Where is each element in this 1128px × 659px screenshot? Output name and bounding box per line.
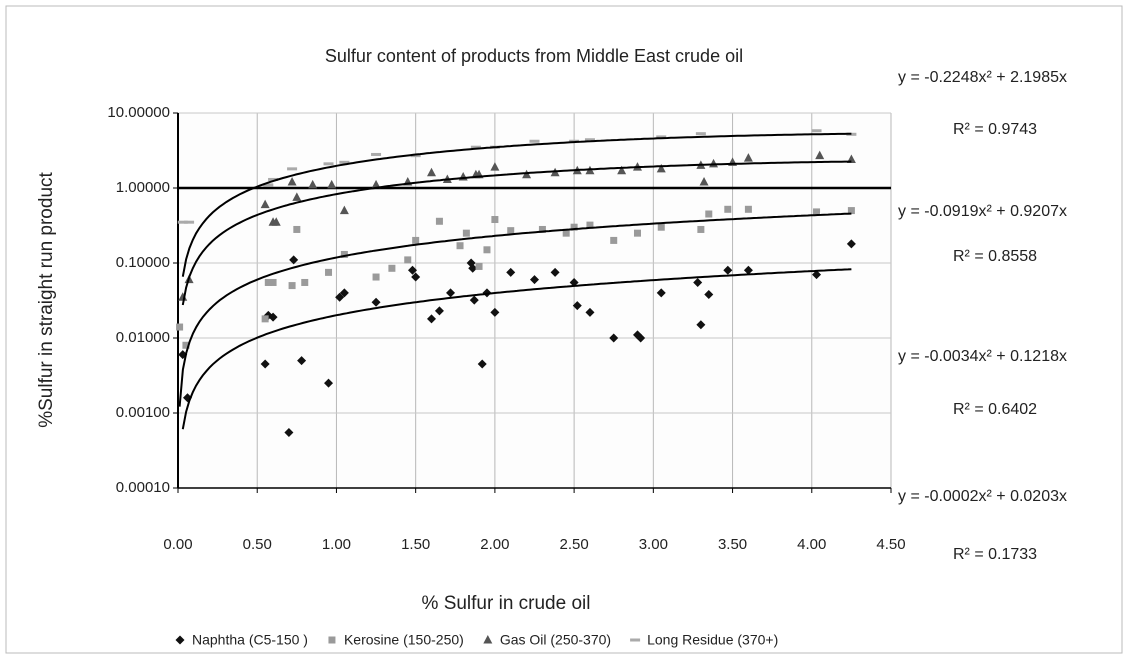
square-point (388, 265, 395, 272)
square-point (289, 282, 296, 289)
x-tick-label: 0.50 (243, 536, 272, 553)
trend-r-squared: R² = 0.1733 (953, 546, 1037, 563)
trend-equation: y = -0.0034x² + 0.1218x (898, 348, 1067, 365)
y-tick-label: 1.00000 (116, 179, 170, 196)
square-point (705, 211, 712, 218)
page: {"chart_data": { "type": "scatter", "tit… (0, 0, 1128, 659)
legend-label: Gas Oil (250-370) (500, 632, 611, 648)
x-tick-label: 0.00 (163, 536, 192, 553)
y-tick-label: 0.00100 (116, 404, 170, 421)
dash-point (812, 129, 822, 132)
dash-point (324, 162, 334, 165)
trend-r-squared: R² = 0.8558 (953, 248, 1037, 265)
dash-point (530, 140, 540, 143)
x-tick-label: 1.50 (401, 536, 430, 553)
square-point (634, 230, 641, 237)
square-point (412, 237, 419, 244)
square-point (404, 256, 411, 263)
square-point (658, 224, 665, 231)
y-tick-label: 0.00010 (116, 479, 170, 496)
square-point (463, 230, 470, 237)
square-point (262, 315, 269, 322)
trend-equation: y = -0.0002x² + 0.0203x (898, 488, 1067, 505)
x-tick-label: 2.00 (480, 536, 509, 553)
x-tick-label: 2.50 (560, 536, 589, 553)
square-point (176, 324, 183, 331)
trend-r-squared: R² = 0.6402 (953, 401, 1037, 418)
chart: Sulfur content of products from Middle E… (0, 0, 1128, 659)
y-tick-label: 0.10000 (116, 254, 170, 271)
square-point (293, 226, 300, 233)
square-point (436, 218, 443, 225)
trend-equation: y = -0.2248x² + 2.1985x (898, 69, 1067, 86)
x-tick-label: 3.50 (718, 536, 747, 553)
trend-equation: y = -0.0919x² + 0.9207x (898, 203, 1067, 220)
dash-point (184, 221, 194, 224)
dash-point (696, 132, 706, 135)
square-point (325, 269, 332, 276)
dash-point (630, 639, 640, 642)
square-point (491, 216, 498, 223)
legend-label: Long Residue (370+) (647, 632, 778, 648)
dash-point (287, 167, 297, 170)
square-point (697, 226, 704, 233)
y-axis-title: %Sulfur in straight run product (36, 171, 57, 427)
plot-area (178, 113, 891, 488)
legend-label: Naphtha (C5-150 ) (192, 632, 308, 648)
trend-r-squared: R² = 0.9743 (953, 121, 1037, 138)
square-point (270, 279, 277, 286)
square-point (301, 279, 308, 286)
y-tick-label: 0.01000 (116, 329, 170, 346)
square-point (745, 206, 752, 213)
square-point (476, 263, 483, 270)
legend-label: Kerosine (150-250) (344, 632, 464, 648)
square-point (483, 246, 490, 253)
x-tick-label: 1.00 (322, 536, 351, 553)
y-tick-label: 10.00000 (107, 104, 170, 121)
x-axis-title: % Sulfur in crude oil (422, 593, 591, 614)
square-point (507, 227, 514, 234)
square-point (724, 206, 731, 213)
square-point (328, 637, 335, 644)
square-point (457, 242, 464, 249)
x-tick-label: 4.50 (876, 536, 905, 553)
dash-point (371, 153, 381, 156)
square-point (373, 274, 380, 281)
chart-title: Sulfur content of products from Middle E… (325, 46, 743, 66)
x-tick-label: 3.00 (639, 536, 668, 553)
x-tick-label: 4.00 (797, 536, 826, 553)
square-point (610, 237, 617, 244)
